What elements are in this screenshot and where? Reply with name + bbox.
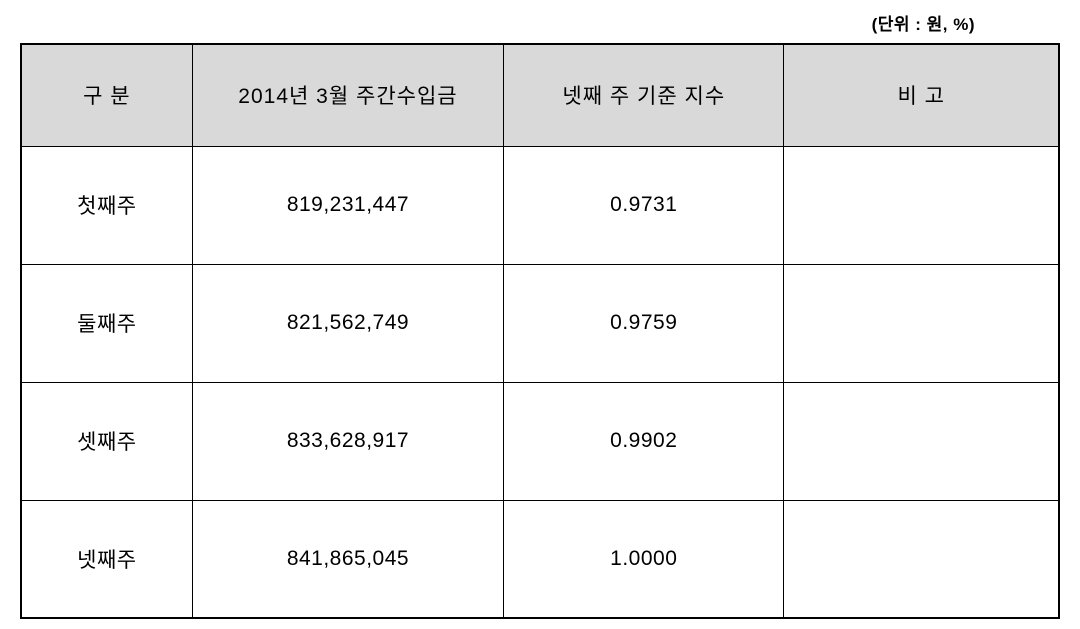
cell-remark xyxy=(784,264,1059,382)
data-table: 구 분 2014년 3월 주간수입금 넷째 주 기준 지수 비 고 첫째주 81… xyxy=(20,43,1060,619)
cell-category: 둘째주 xyxy=(21,264,192,382)
cell-income: 821,562,749 xyxy=(192,264,503,382)
cell-category: 셋째주 xyxy=(21,382,192,500)
unit-label: (단위 : 원, %) xyxy=(10,10,1070,43)
header-index: 넷째 주 기준 지수 xyxy=(504,44,784,146)
cell-category: 첫째주 xyxy=(21,146,192,264)
table-header-row: 구 분 2014년 3월 주간수입금 넷째 주 기준 지수 비 고 xyxy=(21,44,1059,146)
cell-index: 0.9731 xyxy=(504,146,784,264)
cell-income: 841,865,045 xyxy=(192,500,503,618)
cell-remark xyxy=(784,500,1059,618)
table-row: 넷째주 841,865,045 1.0000 xyxy=(21,500,1059,618)
cell-remark xyxy=(784,146,1059,264)
table-wrapper: 구 분 2014년 3월 주간수입금 넷째 주 기준 지수 비 고 첫째주 81… xyxy=(10,43,1070,619)
cell-income: 833,628,917 xyxy=(192,382,503,500)
cell-remark xyxy=(784,382,1059,500)
header-income: 2014년 3월 주간수입금 xyxy=(192,44,503,146)
table-row: 첫째주 819,231,447 0.9731 xyxy=(21,146,1059,264)
table-row: 둘째주 821,562,749 0.9759 xyxy=(21,264,1059,382)
header-remark: 비 고 xyxy=(784,44,1059,146)
cell-index: 1.0000 xyxy=(504,500,784,618)
table-row: 셋째주 833,628,917 0.9902 xyxy=(21,382,1059,500)
cell-index: 0.9759 xyxy=(504,264,784,382)
header-category: 구 분 xyxy=(21,44,192,146)
cell-income: 819,231,447 xyxy=(192,146,503,264)
cell-index: 0.9902 xyxy=(504,382,784,500)
cell-category: 넷째주 xyxy=(21,500,192,618)
